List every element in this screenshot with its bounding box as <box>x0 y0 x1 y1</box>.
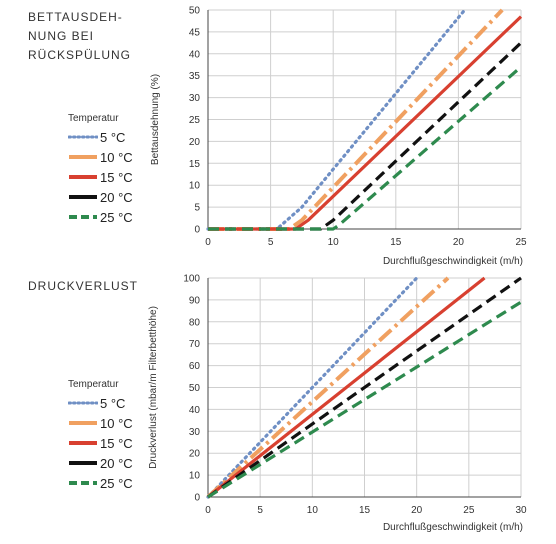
legend-item-20c: 20 °C <box>68 187 133 207</box>
y-tick-label: 50 <box>189 383 201 394</box>
x-axis-label: Durchflußgeschwindigkeit (m/h) <box>383 256 523 267</box>
y-tick-label: 20 <box>189 449 201 460</box>
y-tick-label: 30 <box>189 427 201 438</box>
legend-label: 20 °C <box>100 455 133 471</box>
legend-item-10c: 10 °C <box>68 413 133 433</box>
legend-label: 10 °C <box>100 149 133 165</box>
legend-label: 25 °C <box>100 209 133 225</box>
y-tick-label: 45 <box>189 27 201 38</box>
y-tick-label: 5 <box>194 203 200 214</box>
series-line <box>206 276 419 499</box>
series-line <box>206 276 450 499</box>
legend-item-10c: 10 °C <box>68 147 133 167</box>
y-tick-label: 90 <box>189 295 201 306</box>
legend-title: Temperatur <box>68 113 119 124</box>
legend-item-25c: 25 °C <box>68 207 133 227</box>
y-axis-label: Druckverlust (mbar/m Filterbetthöhe) <box>148 306 159 469</box>
y-tick-label: 0 <box>194 493 200 504</box>
x-tick-label: 20 <box>453 237 465 248</box>
y-tick-label: 40 <box>189 405 201 416</box>
legend-item-5c: 5 °C <box>68 393 133 413</box>
y-tick-label: 50 <box>189 6 201 17</box>
y-tick-label: 10 <box>189 181 201 192</box>
y-tick-label: 70 <box>189 339 201 350</box>
series-line <box>207 300 522 499</box>
legend-label: 15 °C <box>100 435 133 451</box>
x-tick-label: 10 <box>307 505 319 516</box>
y-tick-label: 20 <box>189 137 201 148</box>
y-tick-label: 60 <box>189 361 201 372</box>
series-line <box>208 15 523 231</box>
y-tick-label: 30 <box>189 93 201 104</box>
y-tick-label: 35 <box>189 71 201 82</box>
y-tick-label: 0 <box>194 225 200 236</box>
legend-label: 25 °C <box>100 475 133 491</box>
series-line <box>208 65 523 231</box>
panel-title-bed-expansion: BETTAUSDEH- NUNG BEI RÜCKSPÜLUNG <box>28 10 132 62</box>
x-tick-label: 0 <box>205 237 211 248</box>
legend-item-5c: 5 °C <box>68 127 133 147</box>
x-axis-label: Durchflußgeschwindigkeit (m/h) <box>383 522 523 533</box>
legend-label: 20 °C <box>100 189 133 205</box>
legend-item-25c: 25 °C <box>68 473 133 493</box>
legend-item-15c: 15 °C <box>68 433 133 453</box>
y-tick-label: 100 <box>183 274 200 285</box>
legend-title: Temperatur <box>68 379 119 390</box>
series-line <box>207 276 486 499</box>
y-tick-label: 80 <box>189 317 201 328</box>
x-tick-label: 20 <box>411 505 423 516</box>
legend-label: 5 °C <box>100 129 126 145</box>
legend-label: 15 °C <box>100 169 133 185</box>
x-tick-label: 10 <box>328 237 340 248</box>
legend-item-15c: 15 °C <box>68 167 133 187</box>
y-axis-label: Bettausdehnung (%) <box>150 74 161 165</box>
series-line <box>207 276 522 499</box>
panel-title-pressure-loss: DRUCKVERLUST <box>28 279 139 293</box>
x-tick-label: 25 <box>515 237 527 248</box>
y-tick-label: 25 <box>189 115 201 126</box>
x-tick-label: 5 <box>268 237 274 248</box>
x-tick-label: 0 <box>205 505 211 516</box>
legend-label: 5 °C <box>100 395 126 411</box>
legend-label: 10 °C <box>100 415 133 431</box>
x-tick-label: 30 <box>515 505 527 516</box>
x-tick-label: 15 <box>359 505 371 516</box>
legend-item-20c: 20 °C <box>68 453 133 473</box>
y-tick-label: 10 <box>189 471 201 482</box>
x-tick-label: 25 <box>463 505 475 516</box>
series-line <box>208 41 523 231</box>
x-tick-label: 5 <box>257 505 263 516</box>
legend-pressure-loss: Temperatur 5 °C 10 °C 15 °C 20 °C 25 °C <box>68 379 133 493</box>
legend-bed-expansion: Temperatur 5 °C 10 °C 15 °C 20 °C 25 °C <box>68 113 133 227</box>
y-tick-label: 15 <box>189 159 201 170</box>
x-tick-label: 15 <box>390 237 402 248</box>
y-tick-label: 40 <box>189 49 201 60</box>
